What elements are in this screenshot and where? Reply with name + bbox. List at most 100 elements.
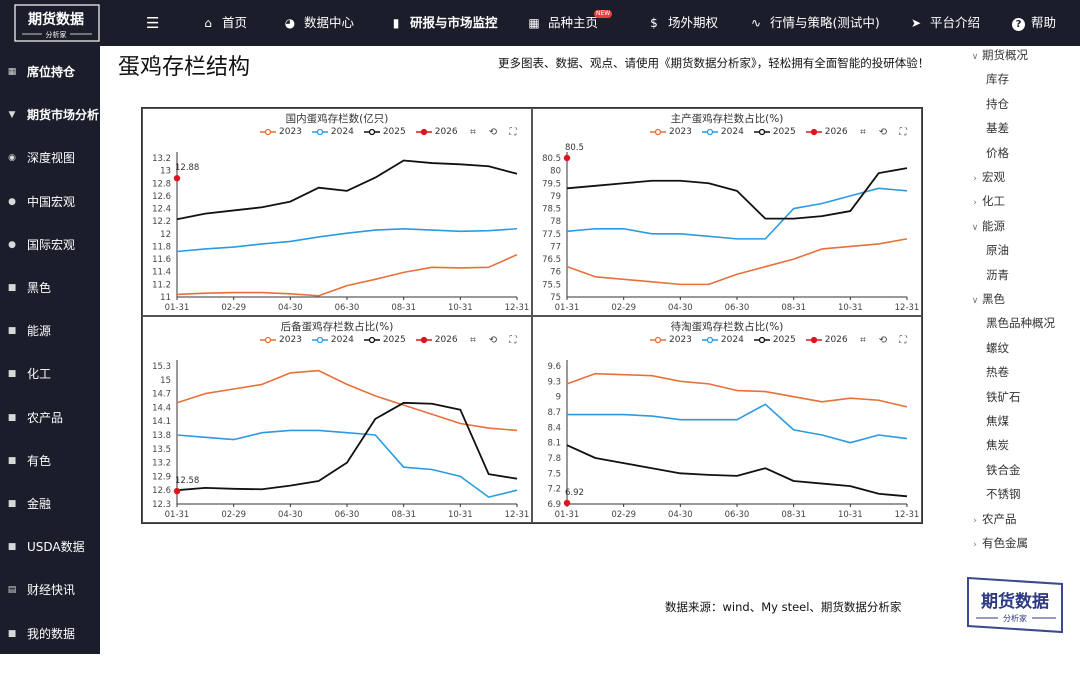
series-point-2026[interactable] — [563, 499, 571, 507]
series-line-2025[interactable] — [566, 167, 908, 220]
right-nav-item-13[interactable]: 螺纹 — [986, 338, 1009, 358]
sidebar-item-3[interactable]: ◉ 深度视图 — [0, 144, 100, 172]
series-line-2024[interactable] — [176, 227, 518, 253]
legend-item-2026[interactable]: 2026 — [415, 335, 458, 345]
series-point-2026[interactable] — [563, 154, 571, 162]
legend-label: 2024 — [720, 127, 744, 137]
series-line-2024[interactable] — [566, 187, 908, 240]
right-nav-item-8[interactable]: ∨ 能源 — [968, 216, 1005, 236]
restore-icon[interactable]: ⟲ — [878, 335, 888, 346]
series-line-2023[interactable] — [176, 369, 518, 432]
legend-item-2025[interactable]: 2025 — [753, 335, 796, 345]
legend-label: 2024 — [720, 335, 744, 345]
legend-item-2025[interactable]: 2025 — [753, 127, 796, 137]
right-nav-item-12[interactable]: 黑色品种概况 — [986, 313, 1055, 333]
sidebar-item-7[interactable]: ■ 能源 — [0, 317, 100, 345]
series-line-2024[interactable] — [176, 429, 518, 498]
legend-item-2025[interactable]: 2025 — [363, 127, 406, 137]
nav-item-1[interactable]: ⌂ 首页 — [200, 0, 247, 46]
sidebar-item-5[interactable]: ● 国际宏观 — [0, 231, 100, 259]
right-nav-item-20[interactable]: › 农产品 — [968, 509, 1016, 529]
legend-item-2024[interactable]: 2024 — [701, 335, 744, 345]
nav-item-6[interactable]: ∿ 行情与策略(测试中) — [748, 0, 880, 46]
right-nav-item-19[interactable]: 不锈钢 — [986, 484, 1021, 504]
fullscreen-icon[interactable]: ⛶ — [899, 335, 907, 346]
y-tick-label: 8.4 — [547, 423, 561, 433]
right-nav-item-5[interactable]: 价格 — [986, 143, 1009, 163]
series-line-2023[interactable] — [176, 253, 518, 297]
sidebar-item-10[interactable]: ■ 有色 — [0, 447, 100, 475]
nav-item-2[interactable]: ◕ 数据中心 — [282, 0, 354, 46]
sidebar-item-6[interactable]: ■ 黑色 — [0, 274, 100, 302]
nav-item-3[interactable]: ▮ 研报与市场监控 — [388, 0, 498, 46]
restore-icon[interactable]: ⟲ — [488, 127, 498, 138]
nav-item-8[interactable]: ? 帮助 — [1012, 0, 1056, 46]
fullscreen-icon[interactable]: ⛶ — [899, 127, 907, 138]
restore-icon[interactable]: ⟲ — [878, 127, 888, 138]
zoom-icon[interactable]: ⌗ — [470, 335, 476, 346]
brand-logo[interactable]: 期货数据 分析家 — [14, 4, 104, 42]
chart-panel-1: 国内蛋鸡存栏数(亿只) 2023 2024 2025 2026 ⌗ ⟲ ⛶ 11 11.2 11.4… — [142, 108, 532, 316]
right-nav-item-15[interactable]: 铁矿石 — [986, 387, 1021, 407]
series-line-2023[interactable] — [566, 372, 908, 408]
zoom-icon[interactable]: ⌗ — [860, 335, 866, 346]
restore-icon[interactable]: ⟲ — [488, 335, 498, 346]
legend-item-2023[interactable]: 2023 — [260, 335, 302, 345]
legend-item-2024[interactable]: 2024 — [311, 335, 354, 345]
right-nav-item-4[interactable]: 基差 — [986, 118, 1009, 138]
right-nav-item-16[interactable]: 焦煤 — [986, 411, 1009, 431]
sidebar-item-8[interactable]: ■ 化工 — [0, 360, 100, 388]
sidebar-item-14[interactable]: ■ 我的数据 — [0, 620, 100, 648]
legend-item-2025[interactable]: 2025 — [363, 335, 406, 345]
zoom-icon[interactable]: ⌗ — [860, 127, 866, 138]
right-nav-item-2[interactable]: 库存 — [986, 69, 1009, 89]
series-point-2026[interactable] — [173, 487, 181, 495]
legend-item-2023[interactable]: 2023 — [650, 127, 692, 137]
fullscreen-icon[interactable]: ⛶ — [509, 335, 517, 346]
sidebar-item-1[interactable]: ▦ 席位持仓 — [0, 58, 100, 86]
zoom-icon[interactable]: ⌗ — [470, 127, 476, 138]
series-line-2025[interactable] — [176, 159, 518, 221]
right-nav-item-1[interactable]: ∨ 期货概况 — [968, 45, 1028, 65]
eye-icon: ◉ — [8, 153, 16, 164]
legend-item-2026[interactable]: 2026 — [805, 127, 848, 137]
series-line-2025[interactable] — [566, 444, 908, 498]
sidebar-item-2[interactable]: ▼ 期货市场分析 — [0, 101, 100, 129]
sidebar-item-9[interactable]: ■ 农产品 — [0, 404, 100, 432]
fullscreen-icon[interactable]: ⛶ — [509, 127, 517, 138]
series-line-2023[interactable] — [566, 238, 908, 286]
right-nav-item-6[interactable]: › 宏观 — [968, 167, 1005, 187]
x-tick-label: 08-31 — [391, 510, 416, 520]
point-annotation: 12.88 — [175, 163, 199, 173]
right-nav-item-9[interactable]: 原油 — [986, 240, 1009, 260]
sidebar-item-12[interactable]: ■ USDA数据 — [0, 533, 100, 561]
nav-item-7[interactable]: ➤ 平台介绍 — [908, 0, 980, 46]
sidebar-item-4[interactable]: ● 中国宏观 — [0, 188, 100, 216]
series-point-2026[interactable] — [173, 175, 181, 182]
right-nav-item-11[interactable]: ∨ 黑色 — [968, 289, 1005, 309]
sidebar-item-label: 中国宏观 — [27, 194, 76, 209]
right-nav-label: 黑色品种概况 — [986, 316, 1055, 331]
legend-item-2023[interactable]: 2023 — [650, 335, 692, 345]
series-line-2025[interactable] — [176, 401, 518, 492]
right-nav-item-7[interactable]: › 化工 — [968, 191, 1005, 211]
right-nav-item-18[interactable]: 铁合金 — [986, 460, 1021, 480]
legend-item-2026[interactable]: 2026 — [415, 127, 458, 137]
legend-item-2023[interactable]: 2023 — [260, 127, 302, 137]
sidebar-item-13[interactable]: ▤ 财经快讯 — [0, 576, 100, 604]
series-line-2024[interactable] — [567, 403, 908, 444]
legend-item-2024[interactable]: 2024 — [311, 127, 354, 137]
sidebar-item-11[interactable]: ■ 金融 — [0, 490, 100, 518]
right-nav-item-10[interactable]: 沥青 — [986, 265, 1009, 285]
nav-item-4[interactable]: ▦ 品种主页 NEW — [526, 0, 613, 46]
y-tick-label: 8.1 — [547, 439, 561, 449]
right-nav-item-21[interactable]: › 有色金属 — [968, 533, 1028, 553]
right-nav-item-14[interactable]: 热卷 — [986, 362, 1009, 382]
right-nav-item-3[interactable]: 持仓 — [986, 94, 1009, 114]
nav-item-5[interactable]: $ 场外期权 — [646, 0, 718, 46]
right-nav-item-17[interactable]: 焦炭 — [986, 435, 1009, 455]
legend-item-2024[interactable]: 2024 — [701, 127, 744, 137]
chart-toolbox: ⌗ ⟲ ⛶ — [459, 127, 519, 139]
menu-toggle-button[interactable]: ☰ — [146, 0, 159, 46]
legend-item-2026[interactable]: 2026 — [805, 335, 848, 345]
